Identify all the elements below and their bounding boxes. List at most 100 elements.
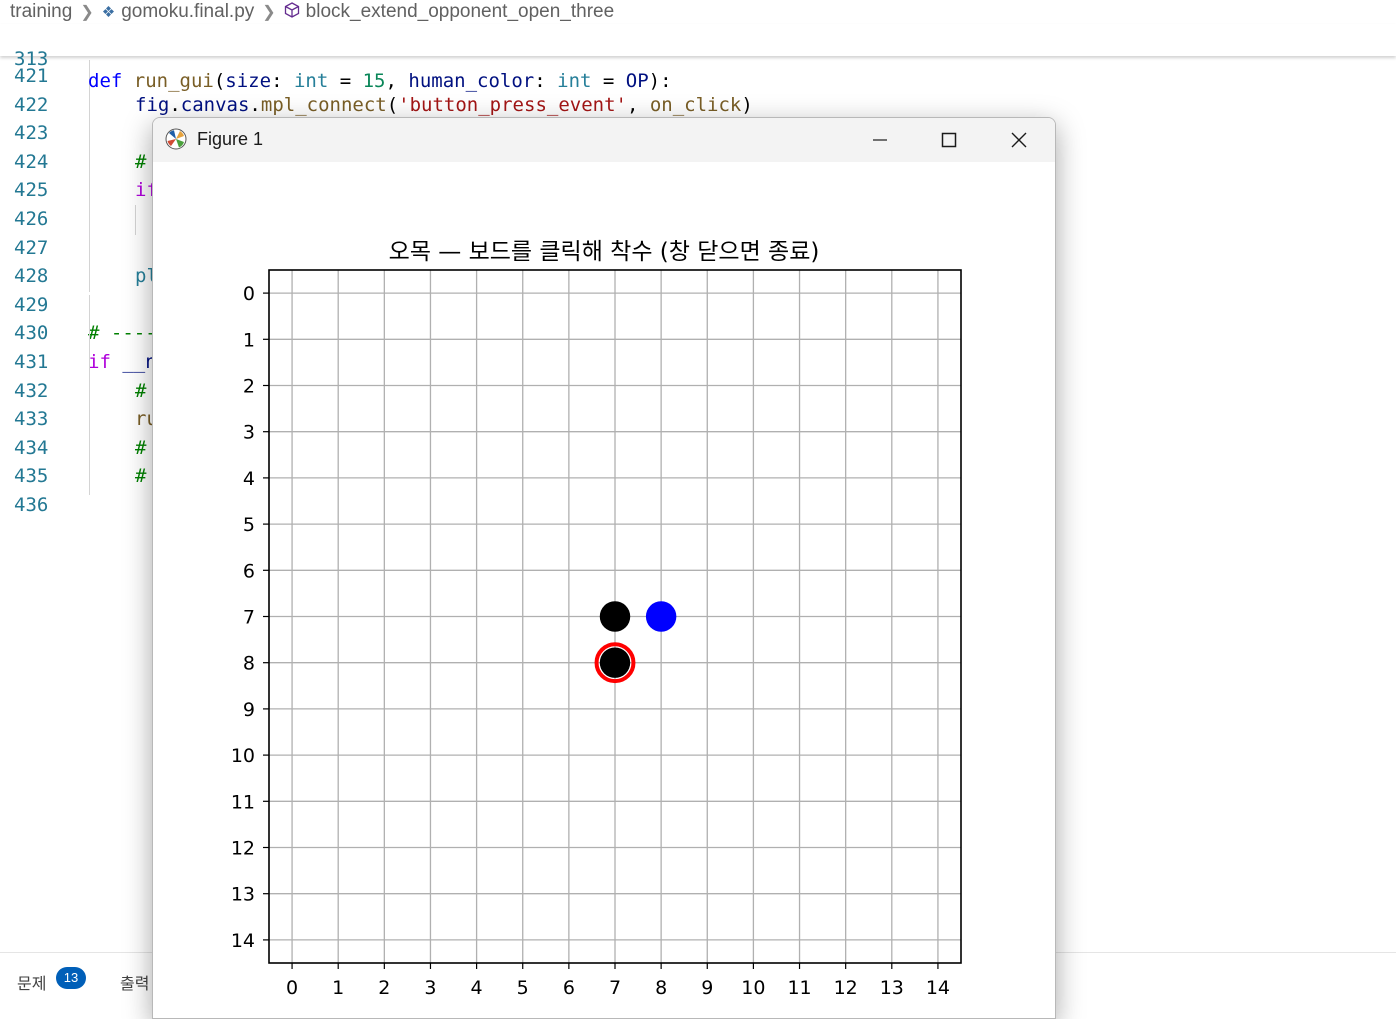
- code-text: #: [135, 465, 146, 487]
- code-line[interactable]: 434 #: [0, 437, 1396, 465]
- code-token: .: [169, 93, 181, 116]
- line-number: 429: [14, 293, 49, 316]
- y-tick-label: 1: [243, 329, 255, 351]
- code-token: :: [534, 70, 558, 92]
- code-token: size: [225, 70, 272, 92]
- code-token: #: [135, 465, 147, 488]
- code-line[interactable]: 431 if __n: [0, 351, 1396, 379]
- python-file-icon: ❖: [101, 4, 116, 21]
- code-text[interactable]: def run_gui(size: int = 15, human_color:…: [88, 70, 672, 92]
- code-line[interactable]: 427: [0, 237, 1396, 265]
- y-tick-label: 2: [243, 376, 255, 398]
- code-token: int: [293, 70, 329, 92]
- sticky-scroll-header[interactable]: 313 def run_gui(size: int = 15, human_co…: [0, 24, 1396, 92]
- y-tick-label: 14: [231, 930, 255, 952]
- line-number: 428: [14, 265, 49, 288]
- line-number: 426: [14, 208, 49, 230]
- code-line[interactable]: 430 # ----: [0, 322, 1396, 350]
- x-tick-label: 14: [926, 977, 950, 999]
- maximize-icon: [941, 132, 957, 148]
- y-tick-label: 13: [231, 884, 255, 906]
- code-token: :: [271, 70, 294, 92]
- code-line[interactable]: 423: [0, 122, 1396, 150]
- code-token: if: [88, 351, 111, 373]
- code-token: (: [213, 70, 226, 92]
- chevron-right-icon: ❯: [262, 4, 276, 21]
- y-tick-label: 3: [243, 422, 255, 444]
- x-tick-label: 6: [563, 977, 575, 999]
- x-tick-label: 3: [424, 977, 436, 999]
- line-number: 436: [14, 494, 49, 516]
- code-token: [111, 351, 122, 373]
- code-line[interactable]: 429: [0, 294, 1396, 322]
- code-token: ): [741, 93, 753, 116]
- code-text: #: [135, 151, 146, 173]
- x-tick-label: 11: [787, 977, 811, 999]
- y-tick-label: 5: [243, 514, 255, 536]
- x-tick-label: 1: [332, 977, 344, 999]
- code-token: run_gui: [133, 70, 214, 92]
- x-tick-label: 2: [378, 977, 390, 999]
- y-tick-label: 0: [243, 283, 255, 305]
- code-line[interactable]: 432 #: [0, 380, 1396, 408]
- y-tick-label: 7: [243, 607, 255, 629]
- problems-count-badge: 13: [56, 967, 86, 989]
- tab-problems[interactable]: 문제: [17, 976, 47, 993]
- x-tick-label: 13: [880, 977, 904, 999]
- code-line[interactable]: 424 #: [0, 151, 1396, 179]
- chevron-right-icon: ❯: [80, 4, 94, 21]
- code-token: __n: [122, 351, 157, 373]
- code-token: 15: [362, 70, 386, 92]
- line-number: 421: [14, 65, 49, 87]
- code-line[interactable]: 436: [0, 494, 1396, 522]
- maximize-button[interactable]: [914, 118, 984, 162]
- line-number: 433: [14, 408, 49, 431]
- breadcrumb: training ❯ ❖ gomoku.final.py ❯ block_ext…: [0, 0, 1396, 24]
- window-titlebar[interactable]: Figure 1: [153, 118, 1055, 162]
- tab-output[interactable]: 출력: [120, 976, 150, 993]
- code-line[interactable]: 421: [0, 65, 1396, 93]
- code-token: #: [135, 379, 147, 402]
- code-token: 'button_press_event': [398, 93, 627, 116]
- y-tick-label: 4: [243, 468, 255, 490]
- line-number: 430: [14, 322, 49, 345]
- breadcrumb-item-file[interactable]: gomoku.final.py: [121, 1, 255, 22]
- minimize-icon: [873, 139, 887, 141]
- code-text: # ----: [88, 322, 157, 344]
- line-number: 425: [14, 179, 49, 202]
- last-move-marker: [594, 642, 636, 684]
- code-text: #: [135, 380, 146, 402]
- code-line[interactable]: 422 fig.canvas.mpl_connect('button_press_…: [0, 94, 1396, 122]
- window-title: Figure 1: [197, 129, 264, 149]
- code-token: =: [328, 70, 363, 92]
- breadcrumb-item-symbol[interactable]: block_extend_opponent_open_three: [305, 1, 615, 22]
- indent-guide: [89, 60, 90, 292]
- line-number: 431: [14, 351, 49, 373]
- minimize-button[interactable]: [845, 118, 915, 162]
- y-tick-label: 8: [243, 653, 255, 675]
- blue-stone: [645, 601, 677, 632]
- code-token: on_click: [649, 93, 742, 116]
- code-token: OP: [625, 70, 649, 92]
- line-number: 432: [14, 379, 49, 402]
- close-icon: [1011, 132, 1027, 148]
- plot-title: 오목 — 보드를 클릭해 착수 (창 닫으면 종료): [388, 239, 820, 265]
- code-token: ,: [626, 93, 650, 116]
- breadcrumb-item-training[interactable]: training: [10, 1, 73, 22]
- x-tick-label: 12: [834, 977, 858, 999]
- code-token: .: [249, 93, 261, 116]
- line-number: 423: [14, 122, 49, 145]
- matplotlib-app-icon: [165, 128, 187, 150]
- line-number: 424: [14, 150, 49, 173]
- y-tick-label: 11: [231, 791, 255, 813]
- close-button[interactable]: [984, 118, 1054, 162]
- code-line[interactable]: 435 #: [0, 465, 1396, 493]
- code-token: def: [88, 70, 134, 92]
- x-tick-label: 5: [517, 977, 529, 999]
- code-line[interactable]: 426: [0, 208, 1396, 236]
- line-number: 434: [14, 436, 49, 459]
- code-text: if __n: [88, 351, 157, 373]
- y-tick-label: 12: [231, 838, 255, 860]
